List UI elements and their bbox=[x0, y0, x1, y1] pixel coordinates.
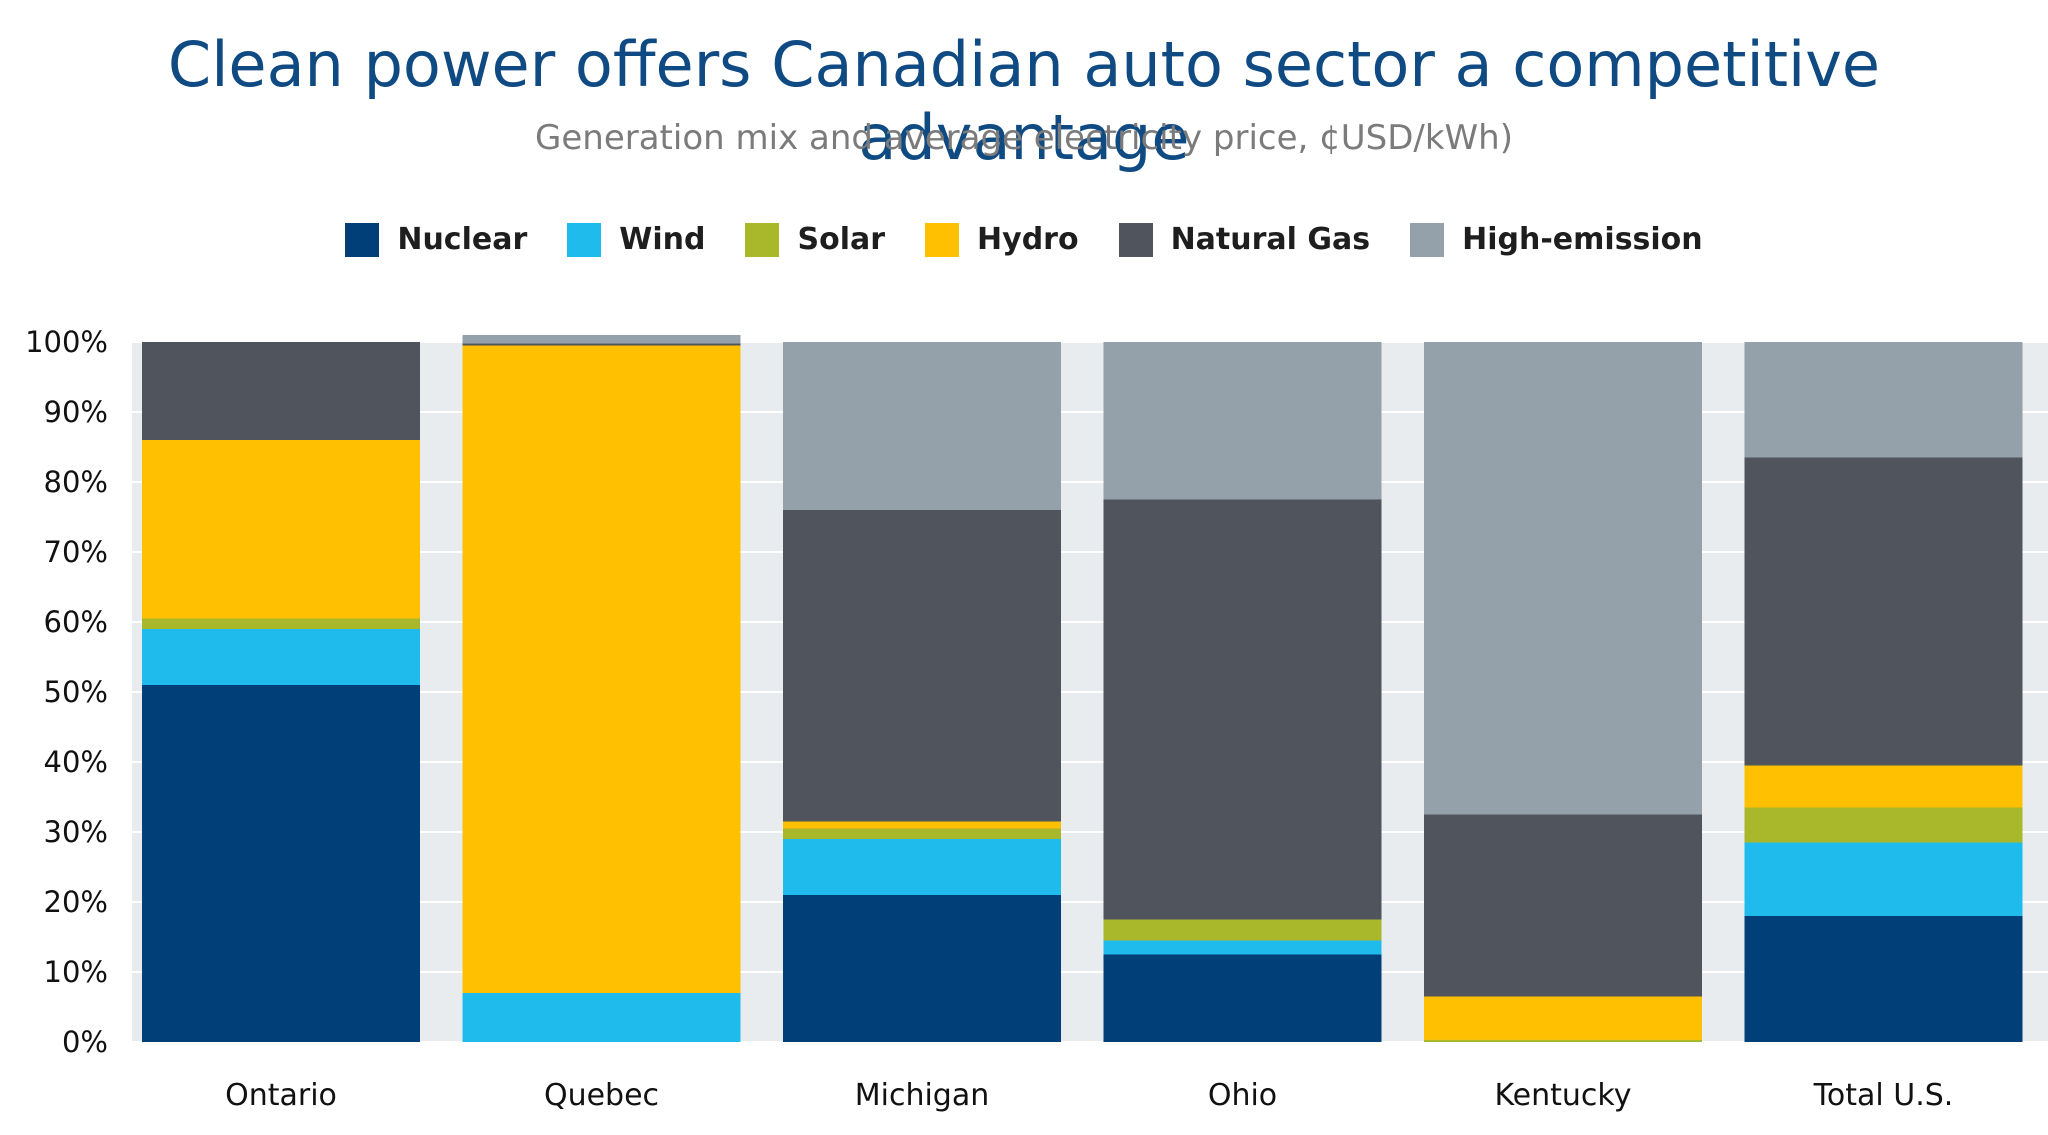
legend-label: Hydro bbox=[977, 222, 1079, 257]
bar-michigan-solar bbox=[783, 828, 1061, 839]
bar-total-u-s--nuclear bbox=[1744, 916, 2023, 1042]
bar-total-u-s--high-emission bbox=[1744, 342, 2023, 458]
bar-michigan-wind bbox=[783, 839, 1061, 895]
bar-kentucky-hydro bbox=[1424, 996, 1702, 1040]
y-tick-label: 50% bbox=[44, 675, 108, 709]
bar-ontario-nuclear bbox=[142, 685, 420, 1042]
bar-michigan-natural-gas bbox=[783, 510, 1061, 822]
x-category-label: Total U.S. bbox=[1813, 1078, 1954, 1113]
y-tick-label: 60% bbox=[44, 605, 108, 639]
y-tick-label: 10% bbox=[44, 955, 108, 989]
bar-ontario-wind bbox=[142, 629, 420, 685]
bar-ohio-high-emission bbox=[1103, 342, 1382, 500]
bar-ohio-nuclear bbox=[1103, 954, 1382, 1042]
bar-ontario-hydro bbox=[142, 440, 420, 619]
legend-item-solar: Solar bbox=[745, 222, 885, 257]
bar-kentucky-natural-gas bbox=[1424, 814, 1702, 997]
y-tick-label: 80% bbox=[44, 465, 108, 499]
x-category-label: Michigan bbox=[855, 1078, 990, 1113]
legend-swatch bbox=[567, 222, 602, 257]
legend-item-wind: Wind bbox=[567, 222, 705, 257]
x-category-label: Ontario bbox=[225, 1078, 337, 1113]
bar-total-u-s--hydro bbox=[1744, 765, 2023, 808]
bar-total-u-s--wind bbox=[1744, 842, 2023, 916]
legend-swatch bbox=[925, 222, 960, 257]
bar-kentucky-solar bbox=[1424, 1039, 1702, 1042]
bar-kentucky-high-emission bbox=[1424, 342, 1702, 815]
legend-label: Wind bbox=[619, 222, 706, 257]
legend-item-nuclear: Nuclear bbox=[345, 222, 527, 257]
bar-total-u-s--natural-gas bbox=[1744, 457, 2023, 766]
y-tick-label: 40% bbox=[44, 745, 108, 779]
legend-label: High-emission bbox=[1462, 222, 1703, 257]
chart-title: Clean power offers Canadian auto sector … bbox=[167, 28, 1881, 174]
bar-michigan-high-emission bbox=[783, 342, 1061, 510]
y-tick-label: 0% bbox=[62, 1025, 108, 1059]
legend-label: Nuclear bbox=[397, 222, 528, 257]
bar-ohio-wind bbox=[1103, 940, 1382, 955]
bar-quebec-high-emission bbox=[462, 335, 741, 344]
bar-michigan-nuclear bbox=[783, 895, 1061, 1042]
legend-swatch bbox=[1410, 222, 1445, 257]
bar-quebec-wind bbox=[462, 993, 741, 1042]
bar-ontario-solar bbox=[142, 618, 420, 629]
y-tick-label: 90% bbox=[44, 395, 108, 429]
legend-item-natural-gas: Natural Gas bbox=[1118, 222, 1371, 257]
legend: Nuclear Wind Solar Hydro Natural Gas High-emi… bbox=[0, 222, 2048, 257]
chart-subtitle: Generation mix and average electricity p… bbox=[535, 118, 1513, 158]
y-tick-label: 100% bbox=[25, 325, 108, 359]
bar-total-u-s--solar bbox=[1744, 807, 2023, 843]
legend-swatch bbox=[745, 222, 780, 257]
legend-item-hydro: Hydro bbox=[925, 222, 1079, 257]
legend-item-high-emission: High-emission bbox=[1410, 222, 1703, 257]
legend-swatch bbox=[345, 222, 380, 257]
x-category-label: Quebec bbox=[544, 1078, 659, 1113]
y-tick-label: 30% bbox=[44, 815, 108, 849]
x-category-label: Kentucky bbox=[1495, 1078, 1632, 1113]
bar-ohio-natural-gas bbox=[1103, 499, 1382, 920]
y-tick-label: 70% bbox=[44, 535, 108, 569]
bar-ohio-solar bbox=[1103, 919, 1382, 941]
legend-label: Solar bbox=[797, 222, 886, 257]
legend-swatch bbox=[1118, 222, 1153, 257]
bar-quebec-hydro bbox=[462, 345, 741, 993]
legend-label: Natural Gas bbox=[1170, 222, 1371, 257]
bar-quebec-natural-gas bbox=[462, 343, 741, 346]
bar-michigan-hydro bbox=[783, 821, 1061, 829]
bar-ontario-natural-gas bbox=[142, 342, 420, 440]
x-category-label: Ohio bbox=[1208, 1078, 1277, 1113]
y-tick-label: 20% bbox=[44, 885, 108, 919]
